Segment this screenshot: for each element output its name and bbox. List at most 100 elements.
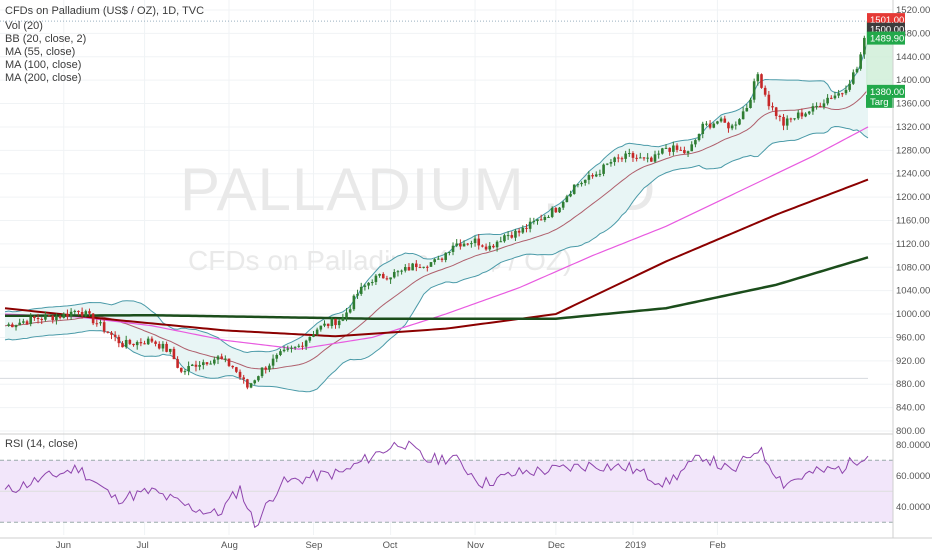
candle-body <box>415 263 418 268</box>
candle-body <box>220 356 223 359</box>
candle-body <box>418 267 422 269</box>
price-axis[interactable]: 1520.00 1480.00 1440.00 1400.00 1360.00 1320.… <box>892 0 930 538</box>
candle-body <box>848 83 851 90</box>
price-pane-bg <box>0 0 893 434</box>
target-label-bg <box>866 94 894 108</box>
candle-body <box>749 99 752 108</box>
moving-averages <box>4 126 869 350</box>
candle-body <box>426 266 429 268</box>
candle-body <box>224 358 227 360</box>
price-tick-label: 1000.00 <box>896 309 930 320</box>
legend-ma100[interactable]: MA (100, close) <box>5 59 81 71</box>
candle-body <box>422 266 425 268</box>
price-tick-label: 800.00 <box>896 426 925 437</box>
candle-body <box>363 285 367 287</box>
candle-body <box>521 227 525 233</box>
time-tick-label: Feb <box>709 540 725 550</box>
candle-body <box>477 238 481 246</box>
candle-body <box>679 149 683 151</box>
candle-body <box>705 123 708 125</box>
candle-body <box>561 202 565 208</box>
candle-body <box>690 144 694 152</box>
legend-title[interactable]: CFDs on Palladium (US$ / OZ), 1D, TVC <box>5 5 204 17</box>
candle-body <box>392 272 396 278</box>
time-tick-label: Aug <box>221 540 238 550</box>
candle-body <box>782 116 785 126</box>
candle-body <box>55 316 58 321</box>
candle-body <box>796 112 800 119</box>
candle-body <box>539 219 543 221</box>
time-tick-label: Jun <box>56 540 71 550</box>
candle-body <box>844 89 848 94</box>
candle-body <box>157 343 161 349</box>
candle-body <box>62 313 66 318</box>
bb-upper-line <box>4 41 869 353</box>
candle-body <box>352 295 356 310</box>
price-badge-label: 1500.00 <box>870 25 904 36</box>
candle-body <box>598 173 602 175</box>
candle-body <box>139 342 143 344</box>
legend-bb[interactable]: BB (20, close, 2) <box>5 33 86 45</box>
candle-body <box>829 97 833 99</box>
candle-body <box>315 329 319 335</box>
candle-body <box>712 123 716 128</box>
price-tick-label: 880.00 <box>896 379 925 390</box>
candle-body <box>683 150 686 154</box>
candle-body <box>121 343 124 348</box>
candle-body <box>672 145 675 152</box>
candle-body <box>701 123 705 134</box>
candle-body <box>576 184 580 186</box>
candle-body <box>517 230 521 233</box>
candle-body <box>653 154 657 162</box>
candle-body <box>297 345 301 347</box>
candle-body <box>859 54 862 69</box>
candle-body <box>25 321 29 324</box>
candle-body <box>536 219 539 222</box>
candle-body <box>631 153 635 158</box>
candle-body <box>716 121 719 124</box>
candle-body <box>209 363 212 365</box>
candles <box>7 27 870 390</box>
candle-body <box>627 153 631 155</box>
candle-body <box>345 312 348 318</box>
legend-ma200[interactable]: MA (200, close) <box>5 72 81 84</box>
candle-body <box>58 316 62 318</box>
candle-body <box>235 367 238 372</box>
bb-basis-line <box>4 89 869 370</box>
rsi-tick-label: 80.0000 <box>896 440 930 451</box>
candle-body <box>33 316 36 319</box>
candle-body <box>510 235 514 238</box>
candle-body <box>451 245 455 252</box>
candle-body <box>462 243 466 247</box>
candle-body <box>440 258 444 260</box>
price-tick-label: 1160.00 <box>896 216 930 227</box>
candle-body <box>334 318 337 326</box>
candle-body <box>668 147 671 152</box>
candle-body <box>271 358 275 366</box>
candle-body <box>319 325 323 330</box>
candle-body <box>785 118 789 126</box>
legend-rsi[interactable]: RSI (14, close) <box>5 438 78 450</box>
candle-body <box>473 238 477 244</box>
time-axis[interactable]: Jun Jul Aug Sep Oct Nov Dec 2019 Feb <box>0 537 932 550</box>
candle-body <box>429 262 433 267</box>
legend-ma55[interactable]: MA (55, close) <box>5 46 75 58</box>
candle-body <box>719 118 723 122</box>
candle-body <box>330 318 334 327</box>
price-badge-label: 1489.90 <box>870 34 904 45</box>
candle-body <box>815 105 818 107</box>
legend-vol[interactable]: Vol (20) <box>5 20 43 32</box>
candle-body <box>183 371 187 373</box>
candle-body <box>664 147 668 149</box>
candle-body <box>385 278 389 280</box>
candle-body <box>194 364 198 367</box>
candle-body <box>176 359 179 368</box>
candle-body <box>279 351 282 355</box>
candle-body <box>44 315 47 320</box>
candle-body <box>381 273 385 279</box>
candle-body <box>69 311 73 317</box>
bb-lower-line <box>4 125 869 393</box>
candle-body <box>642 157 646 159</box>
candle-body <box>616 157 620 159</box>
